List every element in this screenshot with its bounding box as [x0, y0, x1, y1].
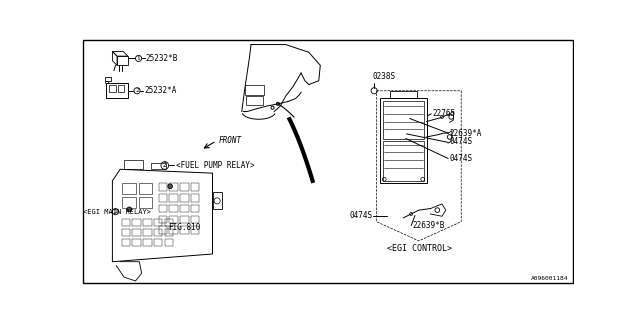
Bar	[383, 141, 424, 181]
Text: <EGI CONTROL>: <EGI CONTROL>	[387, 244, 452, 253]
Text: 22639*B: 22639*B	[413, 221, 445, 230]
Text: <EGI MAIN RELAY>: <EGI MAIN RELAY>	[83, 209, 151, 215]
Bar	[170, 215, 178, 223]
Bar	[154, 229, 163, 236]
Bar	[159, 205, 167, 212]
Bar	[164, 219, 173, 226]
Bar	[191, 215, 200, 223]
Bar	[105, 77, 111, 81]
Bar	[106, 83, 128, 99]
Text: 0238S: 0238S	[372, 72, 396, 81]
Bar	[109, 85, 116, 92]
Bar	[245, 84, 264, 95]
Text: 25232*B: 25232*B	[145, 54, 178, 63]
Bar	[191, 194, 200, 202]
Text: 22765: 22765	[433, 109, 456, 118]
Bar	[139, 197, 152, 208]
Bar	[170, 226, 178, 234]
Bar	[180, 226, 189, 234]
Bar	[122, 219, 130, 226]
Bar	[122, 183, 136, 194]
Bar	[380, 99, 427, 183]
Bar	[124, 160, 143, 169]
Text: 1: 1	[114, 209, 117, 214]
Circle shape	[127, 207, 132, 212]
Bar	[159, 226, 167, 234]
Bar	[118, 85, 124, 92]
Bar	[191, 183, 200, 191]
Bar	[180, 194, 189, 202]
Bar	[159, 183, 167, 191]
Bar	[143, 219, 152, 226]
Bar	[132, 219, 141, 226]
Text: A096001184: A096001184	[531, 276, 568, 281]
Text: 1: 1	[137, 56, 140, 61]
Bar	[246, 96, 262, 105]
Text: 22639*A: 22639*A	[450, 129, 482, 138]
Bar	[122, 197, 136, 208]
Bar	[159, 215, 167, 223]
Bar	[180, 183, 189, 191]
Circle shape	[168, 184, 172, 188]
Bar	[122, 239, 130, 246]
Text: 0474S: 0474S	[349, 211, 372, 220]
Text: 0474S: 0474S	[450, 137, 473, 146]
Bar	[122, 229, 130, 236]
Bar	[132, 229, 141, 236]
Bar	[132, 239, 141, 246]
Text: 2: 2	[163, 163, 167, 168]
Bar	[139, 183, 152, 194]
Bar	[170, 205, 178, 212]
Text: FRONT: FRONT	[219, 136, 242, 145]
Bar	[105, 81, 108, 83]
Bar	[143, 239, 152, 246]
Bar	[170, 194, 178, 202]
Text: <FUEL PUMP RELAY>: <FUEL PUMP RELAY>	[175, 161, 254, 170]
Bar	[191, 205, 200, 212]
Bar	[151, 163, 166, 169]
Text: FIG.810: FIG.810	[168, 222, 200, 232]
Text: 2: 2	[135, 88, 139, 93]
Bar	[180, 215, 189, 223]
Text: 0474S: 0474S	[450, 154, 473, 163]
Text: 25232*A: 25232*A	[144, 86, 177, 95]
Bar	[170, 183, 178, 191]
Bar	[383, 101, 424, 139]
Bar	[180, 205, 189, 212]
Bar	[164, 239, 173, 246]
Bar	[212, 192, 221, 209]
Bar	[143, 229, 152, 236]
Bar	[154, 219, 163, 226]
Bar	[154, 239, 163, 246]
Bar	[191, 226, 200, 234]
Bar	[159, 194, 167, 202]
Bar	[390, 91, 417, 99]
Bar	[164, 229, 173, 236]
